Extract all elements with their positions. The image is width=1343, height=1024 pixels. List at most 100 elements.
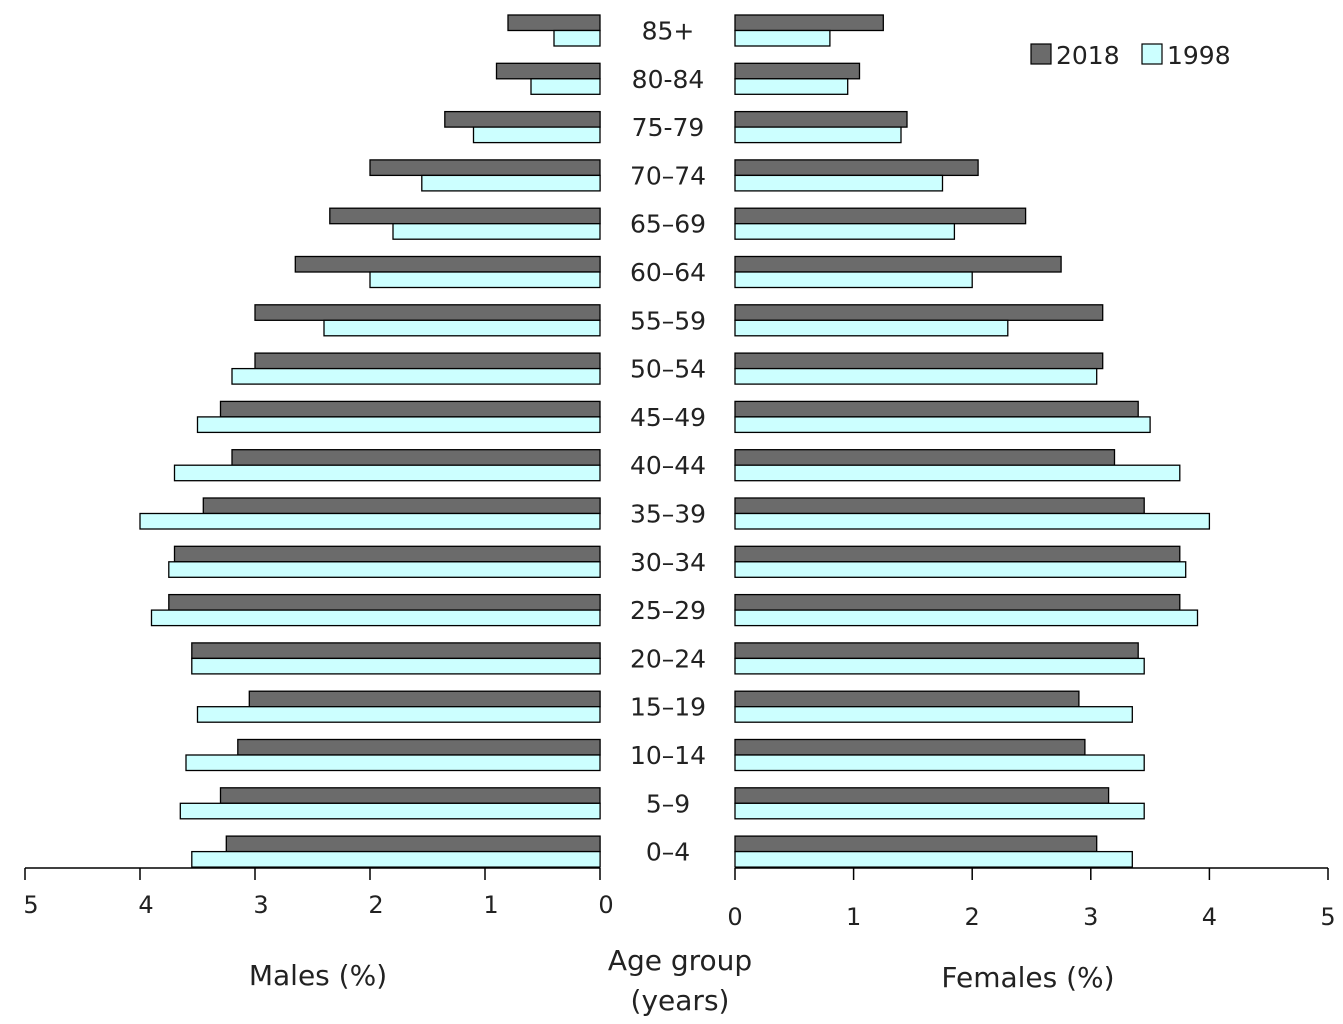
male-bar-1998-70-74	[421, 174, 601, 192]
female-bar-2018-40-44	[734, 449, 1116, 466]
female-bar-2018-65-69	[734, 207, 1027, 225]
female-bar-1998-45-49	[734, 416, 1151, 434]
female-bar-1998-20-24	[734, 657, 1145, 675]
female-bar-1998-30-34	[734, 561, 1187, 578]
male-bar-2018-65-69	[329, 207, 601, 225]
male-bar-1998-0-4	[191, 850, 601, 868]
female-bar-1998-50-54	[734, 367, 1098, 385]
female-bar-2018-30-34	[734, 545, 1181, 563]
male-bar-2018-60-64	[294, 255, 601, 273]
male-bar-2018-30-34	[173, 545, 601, 563]
female-bar-1998-0-4	[734, 850, 1133, 868]
female-bar-1998-60-64	[734, 271, 973, 289]
female-bar-2018-50-54	[734, 352, 1104, 370]
male-bar-1998-5-9	[179, 802, 601, 820]
age-label-20-24: 20–24	[630, 644, 706, 673]
females-tick-label: 3	[1083, 903, 1098, 931]
female-bar-1998-85plus	[734, 29, 831, 47]
female-bar-1998-10-14	[734, 754, 1145, 772]
age-label-75-79: 75-79	[632, 113, 705, 142]
male-bar-2018-80-84	[495, 62, 601, 80]
female-bar-1998-5-9	[734, 802, 1145, 820]
male-bar-1998-50-54	[231, 367, 601, 385]
females-tick-label: 1	[846, 903, 861, 931]
male-bar-1998-35-39	[139, 512, 601, 530]
females-tick-label: 5	[1320, 903, 1335, 931]
age-label-45-49: 45–49	[630, 403, 706, 432]
female-bar-1998-40-44	[734, 464, 1181, 482]
age-label-65-69: 65–69	[630, 210, 706, 239]
female-bar-2018-5-9	[734, 787, 1110, 804]
male-bar-1998-30-34	[168, 561, 601, 578]
female-bar-2018-55-59	[734, 304, 1104, 321]
female-bar-1998-25-29	[734, 609, 1199, 627]
male-bar-2018-50-54	[254, 352, 601, 370]
male-bar-2018-35-39	[202, 497, 601, 515]
male-bar-1998-10-14	[185, 754, 601, 772]
female-bar-1998-35-39	[734, 512, 1211, 530]
male-bar-1998-40-44	[173, 464, 601, 482]
male-bar-2018-25-29	[168, 593, 601, 611]
male-bar-2018-75-79	[444, 110, 601, 128]
age-label-30-34: 30–34	[630, 548, 706, 577]
male-bar-2018-45-49	[219, 400, 601, 418]
age-group-labels: 85+ 80-84 75-79 70–74 65–69 60–64 55–59 50–54 45…	[630, 17, 706, 867]
males-tick-label: 2	[368, 891, 383, 919]
female-bar-2018-0-4	[734, 835, 1098, 853]
female-bar-2018-85plus	[734, 14, 884, 32]
males-tick-label: 3	[253, 891, 268, 919]
male-bar-1998-45-49	[196, 416, 601, 434]
age-label-80-84: 80-84	[632, 65, 705, 94]
age-label-0-4: 0–4	[646, 838, 690, 867]
legend-swatch-1998	[1141, 43, 1163, 65]
female-bar-1998-80-84	[734, 78, 849, 95]
female-bar-1998-65-69	[734, 223, 956, 240]
male-bar-1998-60-64	[369, 271, 601, 289]
males-tick-label: 0	[598, 891, 613, 919]
male-bar-1998-75-79	[472, 126, 601, 144]
axis-ticks: 5 4 3 2 1 0 0 1 2 3 4 5	[23, 868, 1336, 931]
male-bar-2018-20-24	[191, 642, 601, 660]
female-bar-2018-15-19	[734, 690, 1080, 708]
female-bar-2018-70-74	[734, 159, 979, 177]
female-bar-1998-75-79	[734, 126, 902, 144]
female-bar-2018-60-64	[734, 255, 1062, 273]
age-label-50-54: 50–54	[630, 355, 706, 384]
females-tick-label: 0	[727, 903, 742, 931]
age-label-5-9: 5–9	[646, 789, 690, 818]
female-bar-2018-45-49	[734, 400, 1139, 418]
males-tick-label: 1	[483, 891, 498, 919]
male-bar-2018-15-19	[248, 690, 601, 708]
male-bar-1998-15-19	[196, 706, 601, 723]
female-bar-2018-35-39	[734, 497, 1145, 515]
male-bar-1998-80-84	[530, 78, 601, 95]
male-bar-2018-70-74	[369, 159, 601, 177]
female-bar-2018-80-84	[734, 62, 861, 80]
male-bar-2018-0-4	[225, 835, 601, 853]
female-bar-2018-10-14	[734, 738, 1086, 756]
legend: 2018 1998	[1030, 41, 1231, 70]
age-label-25-29: 25–29	[630, 596, 706, 625]
age-group-title-line2: (years)	[631, 984, 730, 1017]
males-tick-label: 4	[138, 891, 153, 919]
male-bar-2018-5-9	[219, 787, 601, 804]
age-label-70-74: 70–74	[630, 161, 706, 190]
male-bar-1998-25-29	[150, 609, 601, 627]
age-label-40-44: 40–44	[630, 451, 706, 480]
female-bar-1998-55-59	[734, 319, 1009, 337]
male-bar-2018-40-44	[231, 449, 601, 466]
male-bar-1998-55-59	[323, 319, 601, 337]
male-bar-1998-65-69	[392, 223, 601, 240]
female-bar-2018-75-79	[734, 110, 908, 128]
age-label-55-59: 55–59	[630, 306, 706, 335]
age-label-15-19: 15–19	[630, 693, 706, 722]
legend-label-2018: 2018	[1056, 41, 1120, 70]
male-bar-1998-20-24	[191, 657, 601, 675]
females-tick-label: 2	[965, 903, 980, 931]
age-label-60-64: 60–64	[630, 258, 706, 287]
female-bar-2018-25-29	[734, 593, 1181, 611]
male-bar-2018-10-14	[237, 738, 601, 756]
female-bar-1998-70-74	[734, 174, 944, 192]
male-bar-1998-85plus	[553, 29, 601, 47]
